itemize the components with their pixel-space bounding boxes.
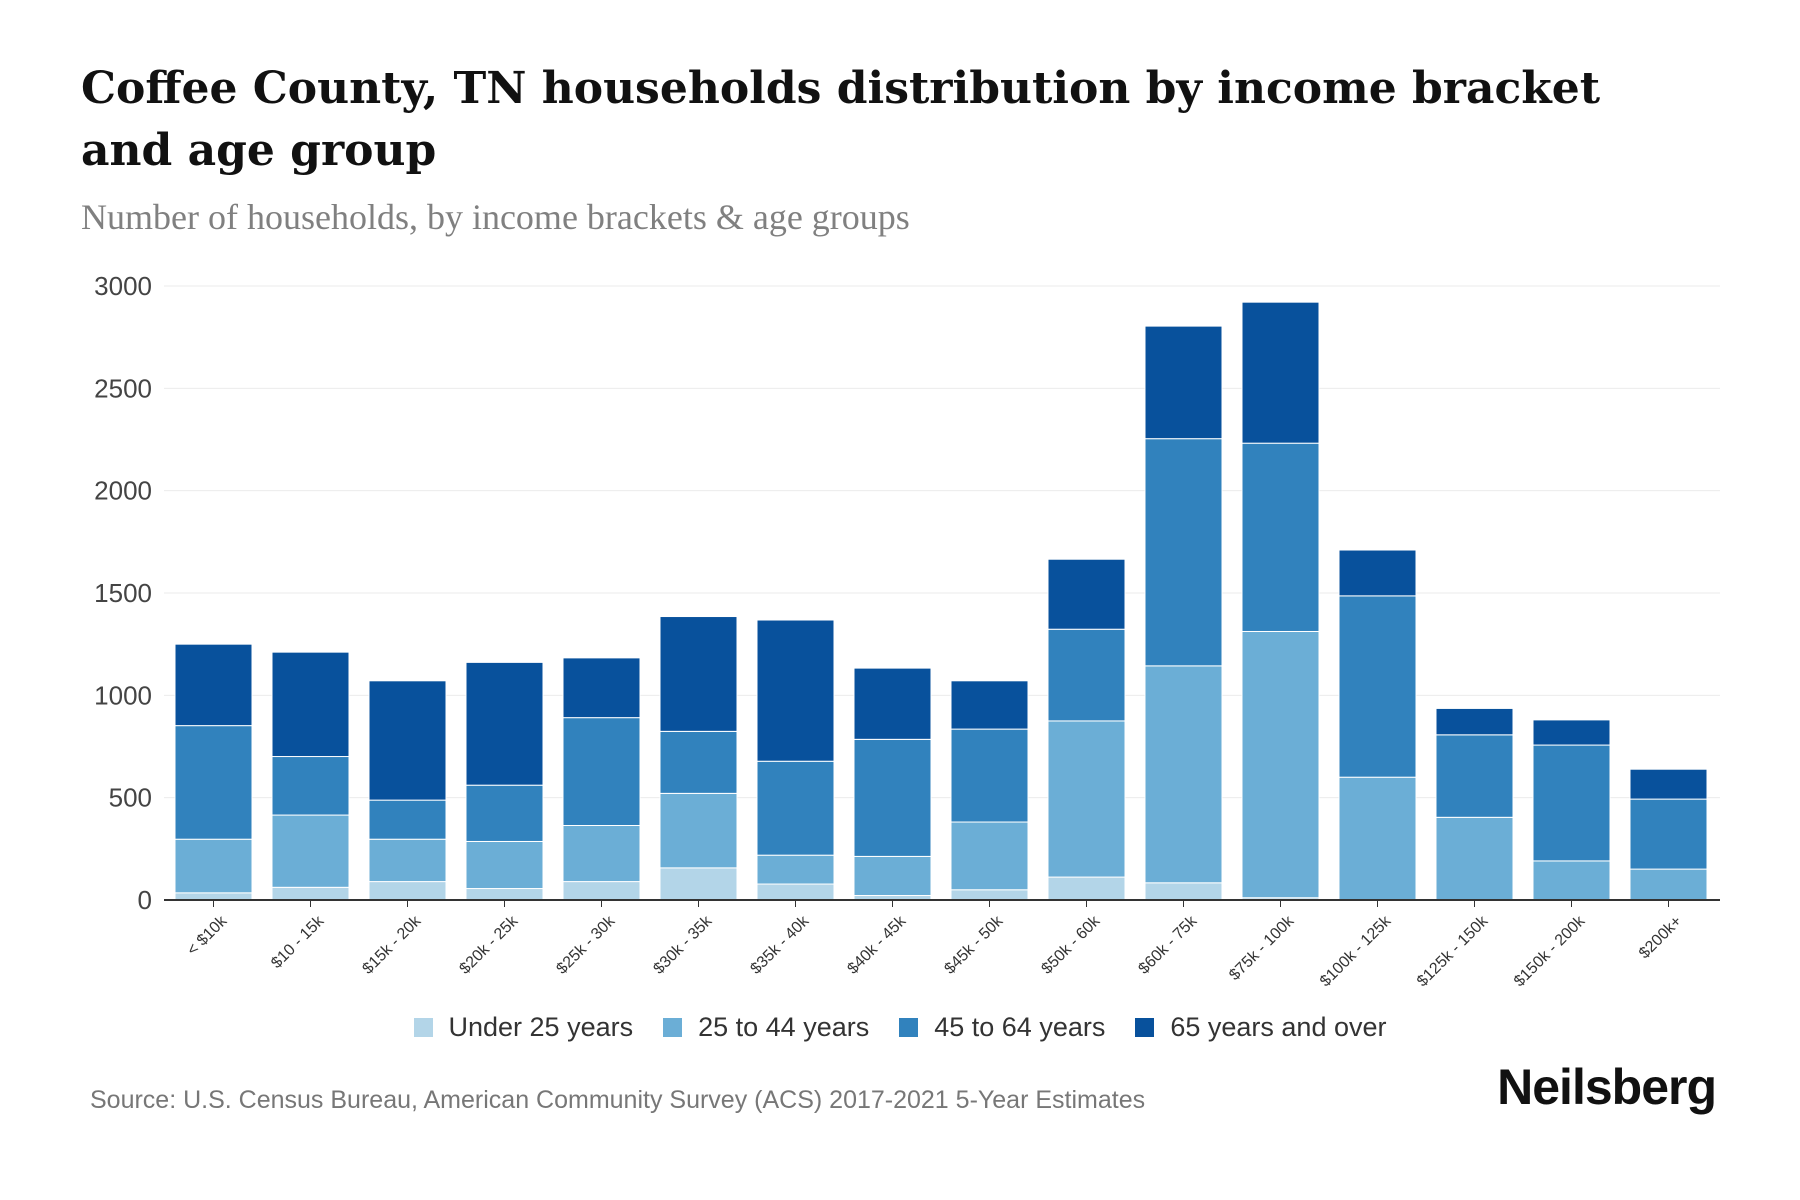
bar-segment [562, 825, 641, 883]
bar-segment [174, 838, 253, 894]
bar-segment [465, 840, 544, 890]
x-tick-label: $15k - 20k [359, 912, 425, 978]
bar-segment [950, 728, 1029, 823]
x-tick-label: $30k - 35k [650, 912, 716, 978]
bar-segment [950, 889, 1029, 901]
bar-segment [465, 784, 544, 842]
bar-segment [174, 892, 253, 901]
bar-segment [368, 838, 447, 883]
bar-segment [1338, 549, 1417, 597]
bar-segment [1532, 860, 1611, 901]
bar-segment [562, 881, 641, 901]
bar-segment [1144, 325, 1223, 440]
legend-item: Under 25 years [413, 1012, 634, 1043]
y-tick-label: 0 [138, 885, 152, 915]
bar-segment [1629, 868, 1708, 901]
bar-segment [1241, 301, 1320, 444]
legend-label: 25 to 44 years [698, 1012, 870, 1042]
bar-segment [465, 888, 544, 901]
x-tick-label: $100k - 125k [1317, 912, 1395, 990]
bar-segment [271, 756, 350, 816]
legend-label: Under 25 years [448, 1012, 634, 1042]
x-tick-label: $20k - 25k [456, 912, 522, 978]
legend-item: 65 years and over [1135, 1012, 1387, 1043]
y-tick-label: 2500 [94, 373, 152, 403]
bar-segment [853, 855, 932, 896]
bar-segment [1629, 798, 1708, 870]
legend-label: 65 years and over [1170, 1012, 1387, 1042]
bar-segment [465, 661, 544, 786]
y-tick-label: 1500 [94, 578, 152, 608]
bar-segment [950, 821, 1029, 891]
bar-segment [1532, 744, 1611, 862]
bar-segment [1629, 768, 1708, 800]
bar-segment [1144, 438, 1223, 667]
bar-segment [368, 680, 447, 801]
bar-segment [271, 651, 350, 758]
bar-segment [756, 619, 835, 762]
bar-segment [659, 730, 738, 794]
legend-swatch [413, 1018, 433, 1037]
bar-segment [853, 738, 932, 857]
bar-segment [950, 680, 1029, 730]
x-tick-label: $10 - 15k [268, 912, 328, 972]
bar-segment [174, 725, 253, 840]
bar-segment [756, 883, 835, 901]
bar-segment [659, 867, 738, 901]
source-note: Source: U.S. Census Bureau, American Com… [90, 1086, 1146, 1114]
bar-segment [1338, 595, 1417, 778]
neilsberg-logo: Neilsberg [1497, 1059, 1717, 1115]
x-tick-label: < $10k [184, 912, 231, 959]
y-tick-label: 2000 [94, 476, 152, 506]
x-tick-label: $200k+ [1636, 913, 1685, 962]
bar-segment [756, 854, 835, 885]
bar-segment [1047, 628, 1126, 722]
bar-segment [659, 792, 738, 869]
bar-segment [1047, 558, 1126, 630]
bar-segment [1435, 734, 1514, 818]
x-tick-label: $60k - 75k [1135, 912, 1201, 978]
bar-segment [174, 643, 253, 727]
bar-segment [368, 881, 447, 901]
bar-segment [1241, 630, 1320, 899]
bar-segment [1532, 719, 1611, 746]
bar-segment [853, 667, 932, 740]
bar-segment [562, 657, 641, 719]
legend-swatch [1135, 1018, 1155, 1037]
bar-segment [1435, 707, 1514, 736]
legend-label: 45 to 64 years [934, 1012, 1106, 1042]
bar-segment [1047, 876, 1126, 901]
bar-segment [271, 886, 350, 901]
bar-segment [271, 814, 350, 888]
y-tick-label: 3000 [94, 271, 152, 301]
bar-segment [1047, 720, 1126, 878]
bar-segment [368, 799, 447, 840]
bar-segment [1435, 816, 1514, 901]
legend: Under 25 years 25 to 44 years 45 to 64 yea… [0, 1012, 1800, 1043]
x-tick-label: $35k - 40k [747, 912, 813, 978]
bar-segment [562, 717, 641, 827]
legend-swatch [663, 1018, 683, 1037]
bar-segment [756, 760, 835, 856]
chart-title: Coffee County, TN households distributio… [81, 63, 1601, 176]
x-tick-label: $125k - 150k [1414, 912, 1492, 990]
y-tick-label: 1000 [94, 680, 152, 710]
x-tick-label: $50k - 60k [1038, 912, 1104, 978]
bar-segment [659, 616, 738, 732]
x-tick-label: $25k - 30k [553, 912, 619, 978]
bar-segment [1144, 882, 1223, 901]
x-tick-label: $40k - 45k [844, 912, 910, 978]
bar-segment [1144, 665, 1223, 884]
bar-segment [1241, 442, 1320, 632]
legend-item: 45 to 64 years [899, 1012, 1105, 1043]
y-tick-label: 500 [109, 783, 152, 813]
x-tick-label: $150k - 200k [1511, 912, 1589, 990]
legend-swatch [899, 1018, 919, 1037]
chart-subtitle: Number of households, by income brackets… [81, 197, 910, 237]
x-tick-label: $45k - 50k [941, 912, 1007, 978]
bar-segment [1338, 776, 1417, 901]
legend-item: 25 to 44 years [663, 1012, 869, 1043]
x-tick-label: $75k - 100k [1226, 912, 1298, 984]
